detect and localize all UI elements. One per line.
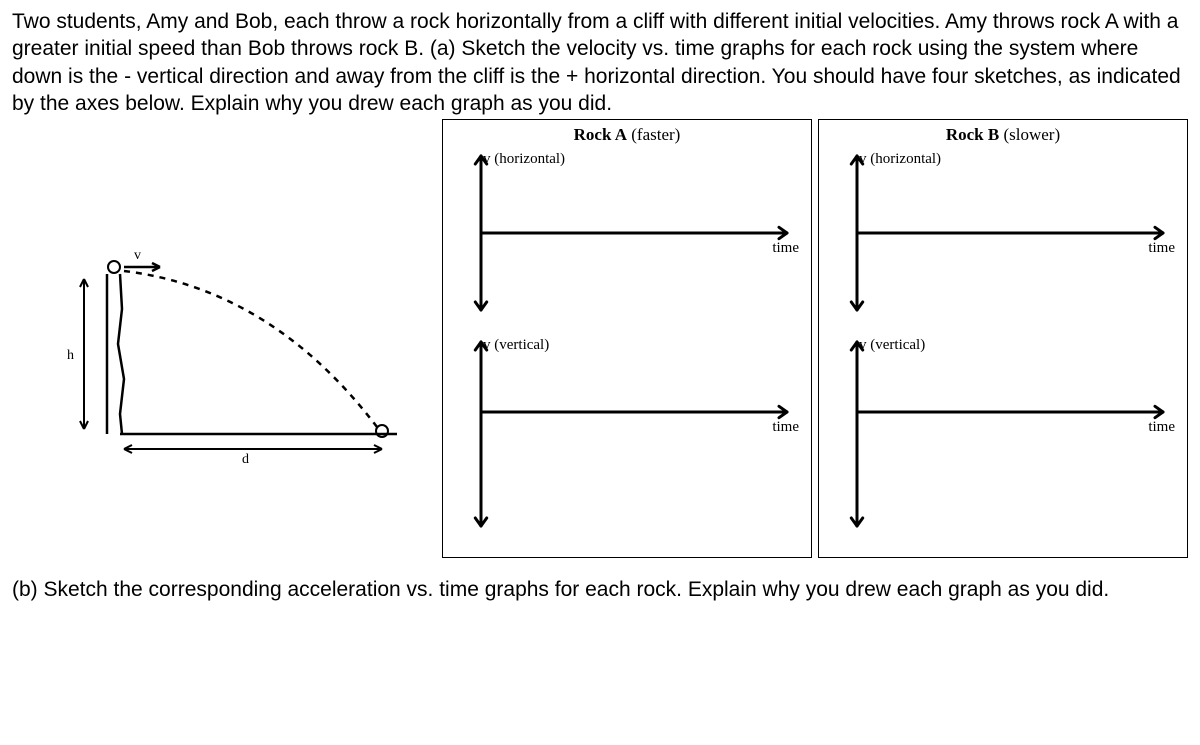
panel-rock-b: Rock B (slower)v (horizontal)timev (vert… (818, 119, 1188, 558)
graph-panels: Rock A (faster)v (horizontal)timev (vert… (442, 119, 1188, 558)
figure-row: v h d Rock A (faster)v (horizontal)timev… (12, 119, 1188, 558)
axis-label-time: time (1148, 239, 1175, 259)
axis-label-time: time (1148, 418, 1175, 438)
problem-part-b: (b) Sketch the corresponding acceleratio… (12, 576, 1188, 603)
panel-rock-a: Rock A (faster)v (horizontal)timev (vert… (442, 119, 812, 558)
cliff-label-h: h (67, 348, 74, 363)
axis-label-vv: v (vertical) (483, 336, 549, 356)
cliff-label-v: v (134, 249, 141, 263)
axis-label-vv: v (vertical) (859, 336, 925, 356)
axis-label-time: time (772, 418, 799, 438)
cliff-diagram-column: v h d (12, 119, 442, 476)
panel-title: Rock A (faster) (451, 124, 803, 146)
axis-label-vh: v (horizontal) (483, 150, 565, 170)
graph-v-vertical: v (vertical) time (827, 334, 1179, 541)
graph-v-horizontal: v (horizontal) time (827, 148, 1179, 325)
axis-label-time: time (772, 239, 799, 259)
cliff-diagram: v h d (12, 249, 412, 469)
graph-v-vertical: v (vertical) time (451, 334, 803, 541)
problem-part-a: Two students, Amy and Bob, each throw a … (12, 8, 1188, 117)
panel-title: Rock B (slower) (827, 124, 1179, 146)
axis-label-vh: v (horizontal) (859, 150, 941, 170)
cliff-label-d: d (242, 452, 249, 467)
graph-v-horizontal: v (horizontal) time (451, 148, 803, 325)
